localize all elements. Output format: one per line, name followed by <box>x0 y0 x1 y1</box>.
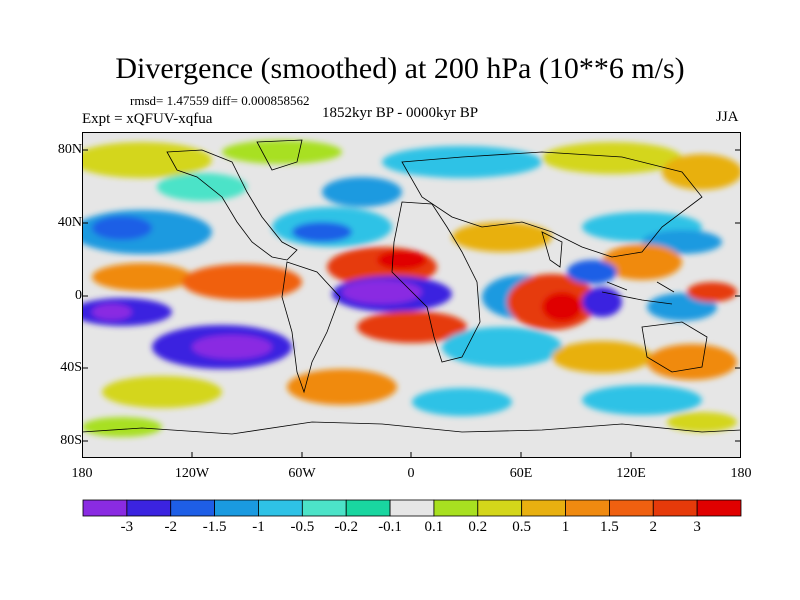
colorbar-label: -1.5 <box>202 519 227 535</box>
season-label: JJA <box>716 109 739 125</box>
colorbar-label: -2 <box>164 519 177 535</box>
chart-title: Divergence (smoothed) at 200 hPa (10**6 … <box>115 52 685 85</box>
colorbar-label: 3 <box>693 519 701 535</box>
coast-australia <box>641 321 708 373</box>
colorbar-box-13 <box>652 499 698 517</box>
coast-antarctica <box>82 421 741 435</box>
lon-label-60w: 60W <box>288 466 316 481</box>
colorbar-box-12 <box>609 499 654 517</box>
colorbar-box-1 <box>126 499 172 517</box>
lat-label-80s: 80S <box>60 433 82 448</box>
colorbar-label: -0.2 <box>334 519 359 535</box>
coast-maritime-continent <box>601 281 675 305</box>
divergence-map <box>82 132 741 458</box>
colorbar-box-4 <box>258 499 303 517</box>
colorbar-box-3 <box>214 499 259 517</box>
colorbar-label: 1 <box>561 519 570 535</box>
colorbar-box-8 <box>433 499 479 517</box>
colorbar-label: 2 <box>649 519 658 535</box>
colorbar-label: -3 <box>120 519 134 535</box>
colorbar-box-7 <box>389 499 435 517</box>
colorbar-box-5 <box>301 499 347 517</box>
colorbar-box-11 <box>565 499 610 517</box>
colorbar-label: -0.1 <box>378 519 402 535</box>
lon-label-120e: 120E <box>616 466 646 481</box>
coast-eurasia <box>401 151 703 258</box>
lat-label-80n: 80N <box>57 142 82 157</box>
lat-label-40n: 40N <box>57 215 82 230</box>
colorbar-label: 1.5 <box>600 519 619 535</box>
lat-label-0: 0 <box>75 288 82 303</box>
coast-south-america <box>281 261 341 394</box>
experiment-label: Expt = xQFUV-xqfua <box>82 111 213 127</box>
colorbar-label: -1 <box>252 519 265 535</box>
coastlines <box>82 139 741 435</box>
colorbar-label: 0.5 <box>512 519 532 535</box>
lon-label-0: 0 <box>407 466 415 481</box>
lat-label-40s: 40S <box>60 360 82 375</box>
lon-label-60e: 60E <box>509 466 533 481</box>
colorbar-box-0 <box>82 499 128 517</box>
colorbar-box-14 <box>696 499 742 517</box>
coast-greenland <box>256 139 303 171</box>
tick-marks <box>82 149 741 458</box>
colorbar-box-2 <box>170 499 215 517</box>
lon-label-180e: 180 <box>730 466 752 481</box>
period-label: 1852kyr BP - 0000kyr BP <box>322 105 479 121</box>
colorbar-box-6 <box>345 499 391 517</box>
coast-north-america <box>166 149 298 261</box>
divergence-field <box>82 140 741 437</box>
lon-label-180w: 180 <box>71 466 93 481</box>
stats-text: rmsd= 1.47559 diff= 0.000858562 <box>130 93 310 108</box>
colorbar-box-10 <box>521 499 566 517</box>
colorbar <box>82 499 742 517</box>
coast-india <box>541 231 563 268</box>
colorbar-box-9 <box>477 499 523 517</box>
lon-label-120w: 120W <box>174 466 210 481</box>
colorbar-label: -0.5 <box>290 519 315 535</box>
coast-africa <box>391 201 481 363</box>
colorbar-label: 0.1 <box>424 519 444 535</box>
colorbar-label: 0.2 <box>468 519 488 535</box>
